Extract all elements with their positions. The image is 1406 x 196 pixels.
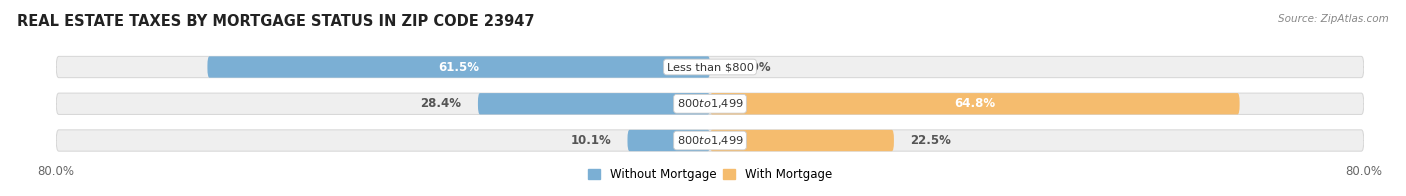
- Legend: Without Mortgage, With Mortgage: Without Mortgage, With Mortgage: [588, 168, 832, 181]
- FancyBboxPatch shape: [710, 130, 894, 151]
- FancyBboxPatch shape: [710, 93, 1240, 114]
- Text: 22.5%: 22.5%: [910, 134, 950, 147]
- Text: 0.0%: 0.0%: [738, 61, 772, 74]
- FancyBboxPatch shape: [208, 56, 710, 78]
- Text: $800 to $1,499: $800 to $1,499: [676, 97, 744, 110]
- FancyBboxPatch shape: [56, 130, 1364, 151]
- Text: 64.8%: 64.8%: [955, 97, 995, 110]
- Text: REAL ESTATE TAXES BY MORTGAGE STATUS IN ZIP CODE 23947: REAL ESTATE TAXES BY MORTGAGE STATUS IN …: [17, 14, 534, 29]
- FancyBboxPatch shape: [56, 93, 1364, 114]
- Text: 10.1%: 10.1%: [571, 134, 612, 147]
- Text: Less than $800: Less than $800: [666, 62, 754, 72]
- Text: 61.5%: 61.5%: [439, 61, 479, 74]
- Text: Source: ZipAtlas.com: Source: ZipAtlas.com: [1278, 14, 1389, 24]
- FancyBboxPatch shape: [478, 93, 710, 114]
- Text: 28.4%: 28.4%: [420, 97, 461, 110]
- FancyBboxPatch shape: [56, 56, 1364, 78]
- Text: $800 to $1,499: $800 to $1,499: [676, 134, 744, 147]
- FancyBboxPatch shape: [627, 130, 710, 151]
